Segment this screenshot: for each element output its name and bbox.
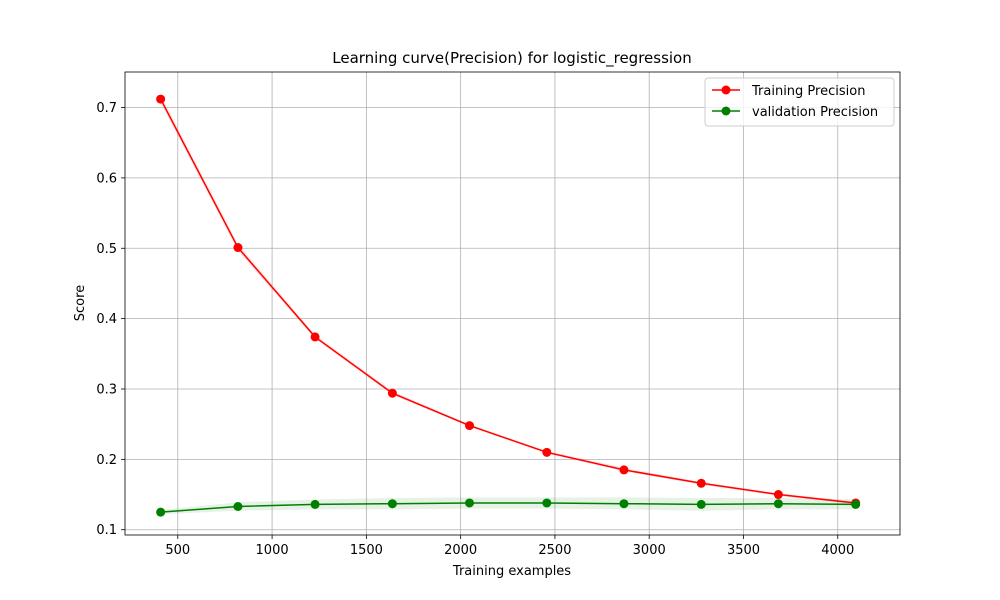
training-data-point	[542, 447, 552, 457]
x-tick-label: 2000	[444, 543, 477, 558]
validation-data-point	[156, 507, 166, 517]
validation-data-point	[619, 499, 629, 509]
y-tick-label: 0.5	[96, 242, 117, 257]
y-tick-label: 0.2	[96, 453, 117, 468]
x-tick-label: 1500	[350, 543, 383, 558]
legend-label-validation: validation Precision	[752, 105, 878, 120]
legend-box	[704, 77, 895, 127]
x-axis-ticks: 500 1000 1500 2000 2500 3000 3500 4000	[165, 535, 854, 558]
training-data-point	[696, 478, 706, 488]
validation-precision-line	[160, 502, 856, 513]
validation-data-point	[851, 499, 861, 509]
validation-data-point	[310, 499, 320, 509]
series-lines	[159, 98, 856, 513]
training-data-point	[156, 94, 166, 104]
training-data-point	[233, 243, 243, 253]
y-axis-ticks: 0.1 0.2 0.3 0.4 0.5 0.6 0.7	[96, 101, 125, 538]
validation-data-point	[465, 498, 475, 508]
y-tick-label: 0.1	[96, 523, 117, 538]
data-points	[156, 94, 861, 517]
validation-data-point	[696, 499, 706, 509]
validation-confidence-band	[160, 497, 856, 515]
x-tick-label: 3500	[727, 543, 760, 558]
grid	[125, 72, 900, 535]
legend-marker-training	[721, 85, 731, 95]
training-data-point	[465, 421, 475, 431]
x-tick-label: 4000	[821, 543, 854, 558]
training-data-point	[773, 490, 783, 500]
training-data-point	[310, 332, 320, 342]
validation-data-point	[542, 498, 552, 508]
y-axis-label: Score	[73, 285, 88, 321]
training-data-point	[387, 388, 397, 398]
legend-marker-validation	[721, 106, 731, 116]
x-tick-label: 3000	[633, 543, 666, 558]
y-tick-label: 0.7	[96, 101, 117, 116]
x-tick-label: 2500	[538, 543, 571, 558]
training-precision-line	[159, 98, 856, 504]
plot-frame	[124, 71, 901, 536]
confidence-bands	[160, 94, 856, 515]
validation-data-point	[387, 499, 397, 509]
chart-title: Learning curve(Precision) for logistic_r…	[332, 49, 692, 68]
legend: Training Precision validation Precision	[704, 77, 895, 127]
plot-area	[125, 72, 900, 535]
y-tick-label: 0.6	[96, 171, 117, 186]
y-tick-label: 0.3	[96, 382, 117, 397]
training-data-point	[619, 465, 629, 475]
x-tick-label: 500	[165, 543, 190, 558]
x-axis-label: Training examples	[452, 564, 571, 579]
legend-label-training: Training Precision	[751, 84, 865, 99]
x-tick-label: 1000	[256, 543, 289, 558]
validation-data-point	[233, 502, 243, 512]
y-tick-label: 0.4	[96, 312, 117, 327]
validation-data-point	[773, 499, 783, 509]
